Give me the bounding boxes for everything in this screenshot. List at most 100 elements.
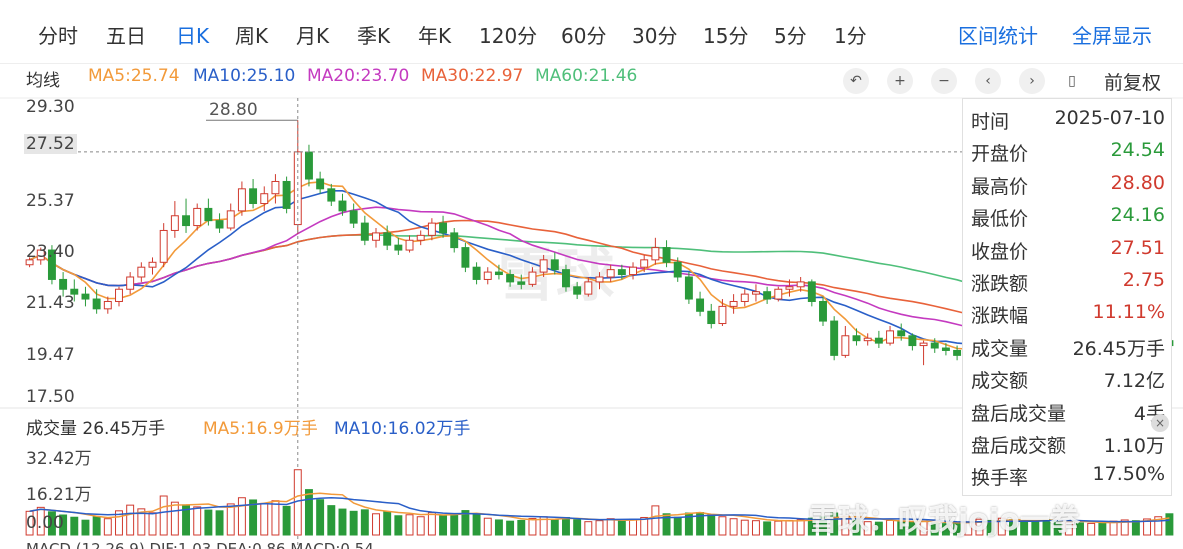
candle-down — [92, 298, 101, 310]
volume-bar — [70, 516, 79, 536]
watermark-bottom: 雪球：叹我jojo一拳 — [808, 503, 1080, 538]
info-key: 涨跌额 — [971, 273, 1029, 295]
volume-bar — [707, 514, 716, 536]
tab-2[interactable]: 日K — [176, 24, 210, 48]
volume-bar — [807, 517, 816, 536]
volume-bar — [729, 518, 738, 536]
zoom-in-icon[interactable]: + — [887, 68, 913, 94]
tab-9[interactable]: 30分 — [632, 24, 678, 48]
volume-bar — [1165, 513, 1174, 536]
info-value: 7.12亿 — [1103, 370, 1165, 393]
ma5-label: MA5:25.74 — [88, 66, 180, 86]
vol-ma5-label: MA5:16.9万手 — [203, 419, 318, 439]
chevron-right-icon[interactable]: › — [1019, 68, 1045, 94]
info-key: 最高价 — [971, 175, 1029, 198]
info-key: 时间 — [971, 111, 1010, 133]
volume-bar — [874, 521, 883, 536]
chevron-left-icon[interactable]: ‹ — [975, 68, 1001, 94]
volume-bar — [372, 513, 380, 536]
volume-bar — [304, 489, 313, 536]
volume-bar — [986, 519, 995, 536]
candle-up — [36, 249, 45, 261]
candle-up — [159, 229, 168, 263]
tab-3[interactable]: 周K — [235, 24, 269, 48]
candle-info-panel: 时间 2025-07-10 开盘价 24.54 最高价 28.80 最低价 24.16 收盘价 2… — [962, 98, 1172, 496]
tab-0[interactable]: 分时 — [38, 24, 78, 48]
volume-bar — [103, 518, 112, 536]
candle-up — [372, 232, 380, 241]
volume-bar — [327, 505, 336, 536]
info-row: 换手率 17.50% — [971, 463, 1165, 495]
info-value: 17.50% — [1092, 463, 1165, 486]
info-value: 2.75 — [1122, 269, 1165, 291]
candle-up — [137, 266, 146, 278]
adjust-mode-dropdown[interactable]: 前复权 — [1104, 72, 1162, 94]
info-value: 28.80 — [1110, 171, 1165, 194]
ma60-label: MA60:21.46 — [535, 66, 638, 86]
volume-bar — [819, 516, 827, 536]
tab-4[interactable]: 月K — [296, 24, 330, 48]
volume-axis-label: 0.00 — [26, 513, 64, 533]
tab-8[interactable]: 60分 — [561, 24, 607, 48]
volume-bar — [483, 517, 492, 536]
tab-6[interactable]: 年K — [418, 24, 452, 48]
volume-bar — [1154, 516, 1163, 536]
candle-down — [874, 337, 883, 344]
volume-bar — [193, 506, 202, 536]
candle-down — [249, 188, 258, 205]
candle-up — [774, 288, 783, 300]
volume-bar — [450, 513, 459, 536]
candle-up — [103, 300, 112, 310]
volume-bar — [629, 518, 637, 536]
candle-down — [360, 222, 369, 241]
volume-bar — [92, 516, 101, 536]
candle-up — [729, 300, 738, 307]
info-row: 收盘价 27.51 — [971, 237, 1165, 269]
candle-up — [606, 269, 615, 278]
candle-down — [81, 293, 90, 300]
volume-bar — [830, 512, 839, 536]
price-axis-label: 25.37 — [26, 191, 75, 211]
close-icon[interactable]: × — [1151, 414, 1169, 432]
range-stats-button[interactable]: 区间统计 — [958, 24, 1038, 48]
volume-bar — [1098, 522, 1107, 536]
candle-up — [751, 291, 760, 295]
candle-down — [394, 244, 403, 251]
info-key: 换手率 — [971, 467, 1029, 490]
candle-up — [640, 259, 649, 268]
period-tabs: 分时 五日 日K 周K 月K 季K 年K 120分 60分 30分 15分 5分 1分 — [0, 0, 1183, 64]
volume-bar — [494, 519, 503, 536]
candle-up — [841, 335, 850, 356]
tab-10[interactable]: 15分 — [703, 24, 749, 48]
tab-12[interactable]: 1分 — [834, 24, 867, 48]
candle-down — [439, 222, 448, 234]
volume-bar — [59, 514, 68, 536]
volume-bar — [170, 501, 179, 536]
volume-bar — [606, 518, 615, 536]
volume-bar — [573, 519, 582, 536]
undo-icon[interactable]: ↶ — [843, 68, 869, 94]
zoom-out-icon[interactable]: − — [931, 68, 957, 94]
info-key: 收盘价 — [971, 240, 1029, 263]
volume-title: 成交量 26.45万手 — [26, 419, 166, 439]
candle-down — [450, 232, 459, 249]
candle-up — [25, 259, 34, 266]
tab-1[interactable]: 五日 — [106, 24, 146, 48]
candle-down — [338, 200, 347, 212]
candle-up — [718, 305, 727, 325]
candle-down — [617, 269, 626, 276]
tab-5[interactable]: 季K — [357, 24, 391, 48]
candle-down — [573, 286, 582, 295]
volume-bar — [260, 502, 269, 536]
tab-7[interactable]: 120分 — [479, 24, 538, 48]
candle-down — [953, 349, 962, 356]
candlestick-icon[interactable]: ▯ — [1068, 73, 1076, 89]
volume-bar — [528, 517, 537, 536]
volume-bar — [506, 520, 515, 536]
fullscreen-button[interactable]: 全屏显示 — [1072, 24, 1152, 48]
tab-11[interactable]: 5分 — [774, 24, 807, 48]
volume-bar — [796, 519, 805, 536]
candle-down — [696, 298, 705, 312]
info-key: 最低价 — [971, 208, 1029, 231]
